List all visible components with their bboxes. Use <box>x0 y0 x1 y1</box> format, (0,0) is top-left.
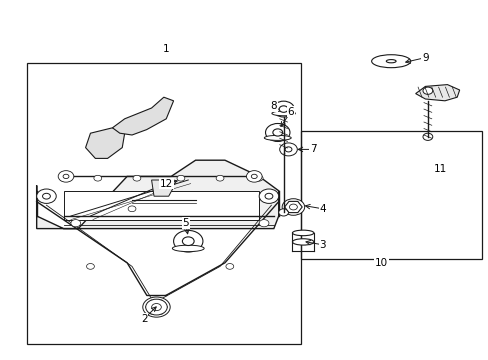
Text: 4: 4 <box>319 204 325 214</box>
Circle shape <box>128 206 136 212</box>
Circle shape <box>173 230 203 252</box>
Circle shape <box>145 299 167 315</box>
Circle shape <box>285 147 291 152</box>
Bar <box>300 131 481 259</box>
Circle shape <box>37 189 56 203</box>
Circle shape <box>225 264 233 269</box>
Polygon shape <box>151 180 173 196</box>
Circle shape <box>86 264 94 269</box>
Circle shape <box>259 189 278 203</box>
Circle shape <box>289 204 297 210</box>
Circle shape <box>272 101 294 117</box>
Circle shape <box>246 171 262 182</box>
Bar <box>27 63 300 344</box>
Circle shape <box>151 303 161 311</box>
Circle shape <box>42 193 50 199</box>
Polygon shape <box>112 97 173 135</box>
Text: 12: 12 <box>159 179 173 189</box>
Circle shape <box>255 175 263 181</box>
Text: 7: 7 <box>309 144 316 154</box>
Polygon shape <box>85 128 124 158</box>
Circle shape <box>422 87 432 94</box>
Circle shape <box>279 106 287 112</box>
Polygon shape <box>284 201 302 213</box>
Circle shape <box>279 143 297 156</box>
Circle shape <box>251 174 257 179</box>
Circle shape <box>60 175 67 181</box>
Polygon shape <box>415 85 459 101</box>
Text: 3: 3 <box>319 240 325 250</box>
Circle shape <box>94 175 102 181</box>
Circle shape <box>142 297 170 317</box>
Text: 1: 1 <box>163 44 169 54</box>
Text: 6: 6 <box>287 107 294 117</box>
Circle shape <box>71 220 81 227</box>
Circle shape <box>63 174 69 179</box>
Circle shape <box>264 193 272 199</box>
Text: 9: 9 <box>421 53 428 63</box>
Circle shape <box>278 209 288 216</box>
Circle shape <box>58 171 74 182</box>
Ellipse shape <box>386 59 395 63</box>
Ellipse shape <box>271 111 295 116</box>
Ellipse shape <box>371 55 410 68</box>
Circle shape <box>182 237 194 246</box>
Circle shape <box>133 175 141 181</box>
Ellipse shape <box>172 245 204 252</box>
Circle shape <box>259 220 268 227</box>
Text: 2: 2 <box>141 314 147 324</box>
Circle shape <box>177 175 184 181</box>
Circle shape <box>272 129 282 136</box>
Circle shape <box>282 199 304 215</box>
Text: 11: 11 <box>432 164 446 174</box>
Ellipse shape <box>292 230 313 236</box>
Polygon shape <box>37 160 278 229</box>
Ellipse shape <box>264 135 290 140</box>
Polygon shape <box>63 191 259 220</box>
Ellipse shape <box>292 239 313 245</box>
Circle shape <box>216 175 224 181</box>
Polygon shape <box>145 300 167 314</box>
Circle shape <box>422 133 432 140</box>
Text: 10: 10 <box>374 258 387 268</box>
Text: 5: 5 <box>182 218 189 228</box>
Text: 8: 8 <box>270 101 277 111</box>
Circle shape <box>265 123 289 141</box>
